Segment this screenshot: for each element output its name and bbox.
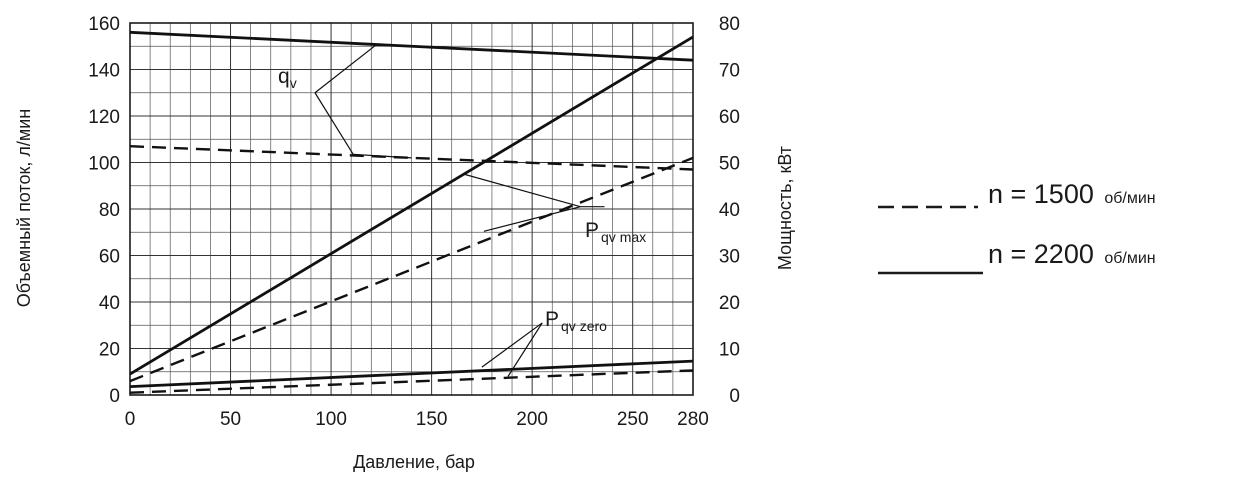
x-tick-label: 0: [125, 409, 136, 430]
leader-line: [483, 206, 581, 232]
series-line-5: [129, 369, 694, 394]
legend: n = 1500 об/мин n = 2200 об/мин: [878, 179, 1156, 275]
series-line-1: [129, 145, 694, 171]
y-right-tick-label: 30: [719, 247, 740, 268]
annotation-qv: qv: [278, 65, 297, 91]
leader-line: [314, 43, 378, 94]
leader-line: [463, 173, 581, 208]
y-left-tick-label: 120: [88, 107, 120, 128]
legend-dashed-text: n = 1500 об/мин: [988, 179, 1156, 209]
legend-solid-text: n = 2200 об/мин: [988, 239, 1156, 269]
series-line-0: [129, 30, 694, 62]
y-left-tick-label: 40: [99, 293, 120, 314]
series-layer: [129, 30, 694, 394]
x-tick-label: 50: [220, 409, 241, 430]
y-right-tick-label: 70: [719, 61, 740, 82]
leader-line: [481, 322, 543, 368]
x-tick-label: 100: [315, 409, 347, 430]
x-tick-label: 280: [677, 409, 709, 430]
series-line-4: [129, 359, 694, 388]
y-right-tick-label: 60: [719, 107, 740, 128]
y-left-tick-label: 60: [99, 247, 120, 268]
y-right-tick-label: 10: [719, 340, 740, 361]
series-line-2: [129, 35, 694, 376]
leader-layer: [314, 43, 605, 377]
x-axis-label: Давление, бар: [353, 452, 475, 472]
y-axis-right-label: Мощность, кВт: [775, 146, 795, 270]
plot-frame: [129, 22, 694, 396]
y-left-tick-label: 20: [99, 340, 120, 361]
x-tick-label: 150: [416, 409, 448, 430]
y-right-tick-label: 0: [729, 386, 740, 407]
y-left-tick-label: 80: [99, 200, 120, 221]
y-left-tick-label: 160: [88, 14, 120, 35]
leader-line: [353, 153, 412, 159]
x-tick-labels: 0 50 100 150 200 250 280: [125, 409, 709, 430]
y-right-tick-label: 50: [719, 154, 740, 175]
y-left-tick-label: 140: [88, 61, 120, 82]
y-right-tick-label: 80: [719, 14, 740, 35]
y-right-tick-label: 20: [719, 293, 740, 314]
y-left-tick-label: 0: [109, 386, 120, 407]
series-line-3: [129, 156, 694, 383]
y-left-tick-labels: 0 20 40 60 80 100 120 140 160: [88, 14, 120, 407]
x-tick-label: 250: [617, 409, 649, 430]
y-right-tick-labels: 0 10 20 30 40 50 60 70 80: [719, 14, 740, 407]
x-tick-label: 200: [516, 409, 548, 430]
y-left-tick-label: 100: [88, 154, 120, 175]
leader-line: [314, 92, 354, 155]
y-right-tick-label: 40: [719, 200, 740, 221]
y-axis-left-label: Объемный поток, л/мин: [14, 109, 34, 307]
leader-line: [507, 322, 543, 377]
